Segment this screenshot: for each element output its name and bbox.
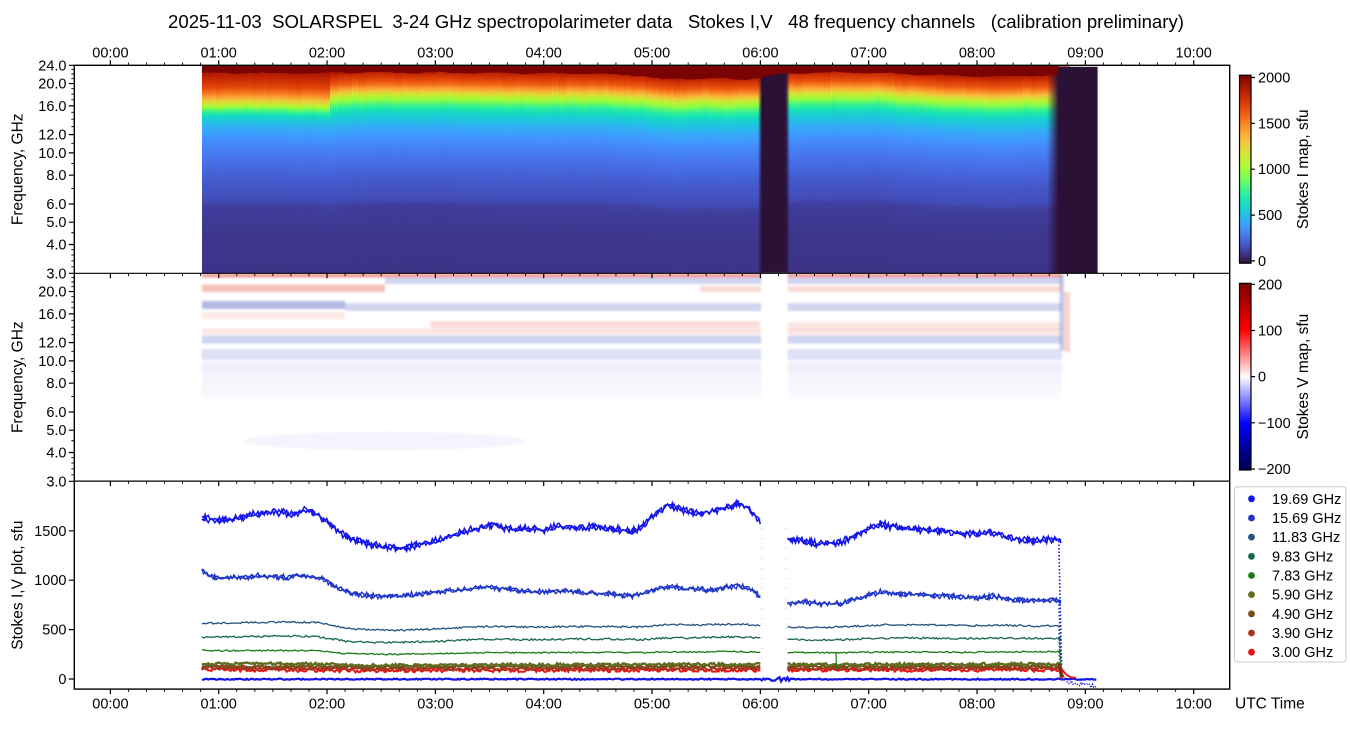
svg-text:10.0: 10.0 — [38, 354, 66, 370]
svg-text:16.0: 16.0 — [38, 99, 66, 115]
svg-text:01:00: 01:00 — [201, 45, 237, 61]
svg-text:07:00: 07:00 — [851, 697, 887, 713]
svg-text:5.90 GHz: 5.90 GHz — [1272, 588, 1333, 604]
svg-text:05:00: 05:00 — [634, 45, 670, 61]
svg-text:3.0: 3.0 — [46, 474, 66, 490]
svg-text:Frequency, GHz: Frequency, GHz — [10, 113, 27, 225]
svg-text:10:00: 10:00 — [1176, 45, 1212, 61]
svg-text:16.0: 16.0 — [38, 307, 66, 323]
svg-text:Stokes I,V plot, sfu: Stokes I,V plot, sfu — [10, 520, 27, 649]
svg-text:1500: 1500 — [34, 524, 66, 540]
svg-text:12.0: 12.0 — [38, 128, 66, 144]
svg-text:8.0: 8.0 — [46, 168, 66, 184]
svg-text:03:00: 03:00 — [417, 45, 453, 61]
svg-text:4.0: 4.0 — [46, 238, 66, 254]
svg-text:2000: 2000 — [1258, 71, 1290, 87]
svg-text:0: 0 — [1258, 254, 1266, 270]
svg-text:02:00: 02:00 — [309, 45, 345, 61]
svg-text:11.83 GHz: 11.83 GHz — [1272, 530, 1340, 546]
svg-text:200: 200 — [1258, 277, 1282, 293]
svg-text:01:00: 01:00 — [201, 697, 237, 713]
svg-text:8.0: 8.0 — [46, 376, 66, 392]
svg-text:08:00: 08:00 — [959, 697, 995, 713]
svg-text:Frequency, GHz: Frequency, GHz — [10, 321, 27, 433]
svg-text:20.0: 20.0 — [38, 285, 66, 301]
svg-text:15.69 GHz: 15.69 GHz — [1272, 511, 1341, 527]
svg-text:08:00: 08:00 — [959, 45, 995, 61]
svg-text:−100: −100 — [1258, 416, 1291, 432]
svg-text:09:00: 09:00 — [1067, 45, 1103, 61]
svg-text:00:00: 00:00 — [92, 697, 128, 713]
svg-text:5.0: 5.0 — [46, 423, 66, 439]
svg-text:6.0: 6.0 — [46, 197, 66, 213]
svg-text:03:00: 03:00 — [417, 697, 453, 713]
svg-text:2025-11-03 SOLARSPEL 3-24 GH: 2025-11-03 SOLARSPEL 3-24 GHz spectropol… — [168, 11, 1184, 32]
svg-text:4.0: 4.0 — [46, 446, 66, 462]
svg-text:10:00: 10:00 — [1176, 697, 1212, 713]
svg-text:06:00: 06:00 — [742, 45, 778, 61]
svg-text:0: 0 — [1258, 370, 1266, 386]
svg-text:1000: 1000 — [1258, 162, 1290, 178]
svg-text:3.90 GHz: 3.90 GHz — [1272, 626, 1333, 642]
svg-text:1500: 1500 — [1258, 116, 1290, 132]
svg-text:10.0: 10.0 — [38, 146, 66, 162]
svg-text:05:00: 05:00 — [634, 697, 670, 713]
svg-text:5.0: 5.0 — [46, 215, 66, 231]
svg-text:04:00: 04:00 — [526, 697, 562, 713]
svg-text:24.0: 24.0 — [38, 58, 66, 74]
svg-text:3.00 GHz: 3.00 GHz — [1272, 645, 1333, 661]
svg-text:06:00: 06:00 — [742, 697, 778, 713]
svg-text:3.0: 3.0 — [46, 266, 66, 282]
svg-text:4.90 GHz: 4.90 GHz — [1272, 607, 1333, 623]
svg-text:100: 100 — [1258, 324, 1282, 340]
svg-text:9.83 GHz: 9.83 GHz — [1272, 549, 1333, 565]
svg-text:02:00: 02:00 — [309, 697, 345, 713]
svg-text:500: 500 — [1258, 208, 1282, 224]
svg-text:0: 0 — [58, 672, 66, 688]
svg-text:UTC Time: UTC Time — [1235, 696, 1305, 713]
svg-text:12.0: 12.0 — [38, 336, 66, 352]
svg-text:07:00: 07:00 — [851, 45, 887, 61]
svg-text:Stokes V map, sfu: Stokes V map, sfu — [1295, 314, 1312, 440]
svg-text:7.83 GHz: 7.83 GHz — [1272, 569, 1333, 585]
svg-text:20.0: 20.0 — [38, 77, 66, 93]
svg-text:00:00: 00:00 — [92, 45, 128, 61]
svg-text:04:00: 04:00 — [526, 45, 562, 61]
svg-text:−200: −200 — [1258, 462, 1291, 478]
svg-text:1000: 1000 — [34, 573, 66, 589]
svg-text:09:00: 09:00 — [1067, 697, 1103, 713]
svg-text:Stokes I map, sfu: Stokes I map, sfu — [1295, 109, 1312, 229]
svg-text:19.69 GHz: 19.69 GHz — [1272, 492, 1341, 508]
svg-text:6.0: 6.0 — [46, 405, 66, 421]
svg-text:500: 500 — [42, 623, 66, 639]
